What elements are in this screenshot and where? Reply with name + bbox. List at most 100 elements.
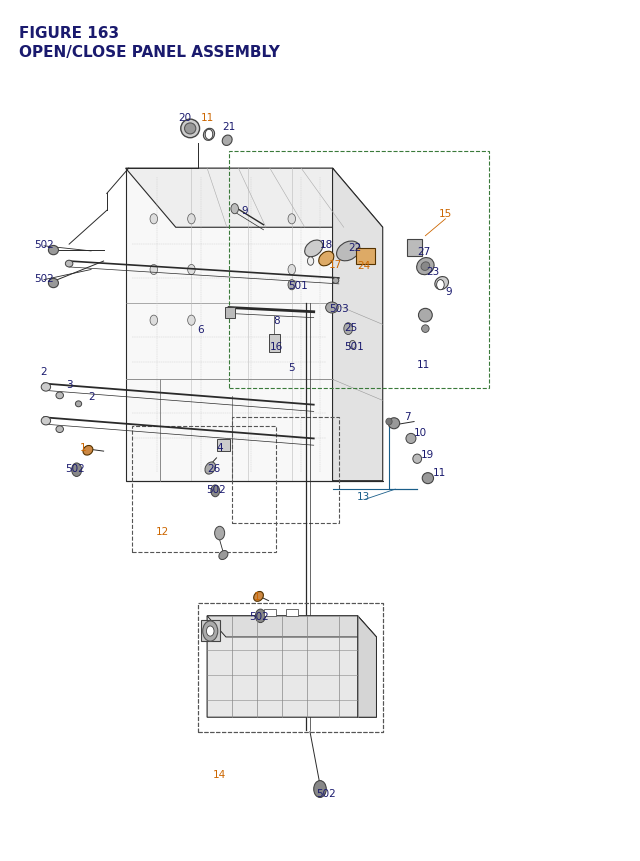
Ellipse shape [337, 242, 360, 262]
Circle shape [344, 324, 353, 335]
Text: 2: 2 [41, 367, 47, 376]
Text: 20: 20 [179, 114, 192, 123]
Bar [216, 440, 230, 451]
Text: 501: 501 [344, 341, 364, 351]
Circle shape [288, 214, 296, 225]
Circle shape [214, 527, 225, 540]
Text: 11: 11 [200, 114, 214, 123]
Polygon shape [125, 169, 383, 228]
Circle shape [150, 214, 157, 225]
Ellipse shape [305, 241, 323, 257]
Text: OPEN/CLOSE PANEL ASSEMBLY: OPEN/CLOSE PANEL ASSEMBLY [19, 45, 280, 60]
Bar [264, 610, 276, 616]
Bar [269, 334, 280, 353]
Ellipse shape [417, 258, 434, 276]
Polygon shape [207, 616, 376, 637]
Bar [232, 418, 339, 523]
Text: 16: 16 [269, 341, 283, 351]
Text: 503: 503 [329, 303, 349, 313]
Ellipse shape [422, 325, 429, 333]
Ellipse shape [49, 279, 58, 288]
Text: 22: 22 [348, 243, 361, 252]
Circle shape [207, 626, 214, 636]
Ellipse shape [41, 383, 51, 392]
Polygon shape [125, 169, 333, 481]
Text: 19: 19 [421, 449, 435, 459]
Ellipse shape [413, 455, 422, 464]
Polygon shape [201, 620, 220, 641]
Polygon shape [333, 169, 383, 481]
Ellipse shape [422, 473, 433, 484]
Polygon shape [207, 616, 376, 717]
Text: 26: 26 [207, 463, 220, 474]
Bar [406, 240, 422, 257]
Circle shape [205, 130, 212, 140]
Ellipse shape [83, 446, 93, 455]
Text: 24: 24 [357, 261, 371, 271]
Text: 18: 18 [319, 240, 333, 250]
Circle shape [150, 316, 157, 325]
Text: 25: 25 [345, 323, 358, 332]
Text: 15: 15 [439, 208, 452, 219]
Ellipse shape [41, 417, 51, 425]
Text: 4: 4 [216, 443, 223, 452]
Ellipse shape [65, 261, 73, 268]
Text: 21: 21 [223, 121, 236, 132]
Ellipse shape [319, 252, 334, 267]
Text: 8: 8 [273, 316, 280, 325]
Ellipse shape [180, 120, 200, 139]
Text: 9: 9 [241, 206, 248, 216]
Text: 6: 6 [198, 325, 204, 334]
Circle shape [436, 281, 444, 290]
Circle shape [307, 257, 314, 266]
Ellipse shape [56, 426, 63, 433]
Circle shape [255, 610, 266, 623]
Ellipse shape [333, 278, 339, 284]
Ellipse shape [435, 277, 449, 290]
Circle shape [314, 781, 326, 797]
Ellipse shape [326, 303, 338, 313]
Ellipse shape [386, 418, 392, 425]
Circle shape [150, 265, 157, 276]
Circle shape [72, 463, 82, 477]
Text: 12: 12 [156, 527, 168, 536]
Circle shape [349, 341, 356, 350]
Ellipse shape [76, 401, 82, 407]
Circle shape [288, 265, 296, 276]
Ellipse shape [419, 309, 432, 323]
Text: 5: 5 [289, 362, 295, 372]
Text: 23: 23 [426, 267, 440, 277]
Text: 17: 17 [329, 259, 342, 269]
Text: 10: 10 [414, 427, 427, 437]
Circle shape [188, 214, 195, 225]
Text: 14: 14 [213, 769, 227, 779]
Text: 502: 502 [34, 240, 54, 250]
Ellipse shape [406, 434, 416, 444]
Circle shape [188, 316, 195, 325]
Text: 11: 11 [433, 468, 446, 478]
Text: 502: 502 [250, 611, 269, 621]
Ellipse shape [205, 462, 216, 474]
Ellipse shape [388, 418, 399, 430]
Bar [198, 604, 383, 732]
Text: 9: 9 [445, 286, 452, 296]
Ellipse shape [222, 136, 232, 146]
Text: 3: 3 [66, 379, 72, 389]
Ellipse shape [49, 246, 58, 256]
Bar [285, 610, 298, 616]
Ellipse shape [253, 592, 264, 602]
Circle shape [188, 265, 195, 276]
Text: 7: 7 [404, 412, 411, 421]
Ellipse shape [184, 124, 196, 135]
Text: 502: 502 [65, 463, 85, 474]
Text: 11: 11 [417, 360, 430, 369]
Text: 1: 1 [254, 592, 260, 602]
Bar [225, 307, 236, 319]
Text: 1: 1 [79, 443, 86, 452]
Polygon shape [358, 616, 376, 717]
Circle shape [231, 204, 239, 214]
Text: 502: 502 [34, 274, 54, 283]
Ellipse shape [421, 263, 429, 271]
Text: 501: 501 [288, 281, 308, 290]
Circle shape [288, 281, 296, 290]
